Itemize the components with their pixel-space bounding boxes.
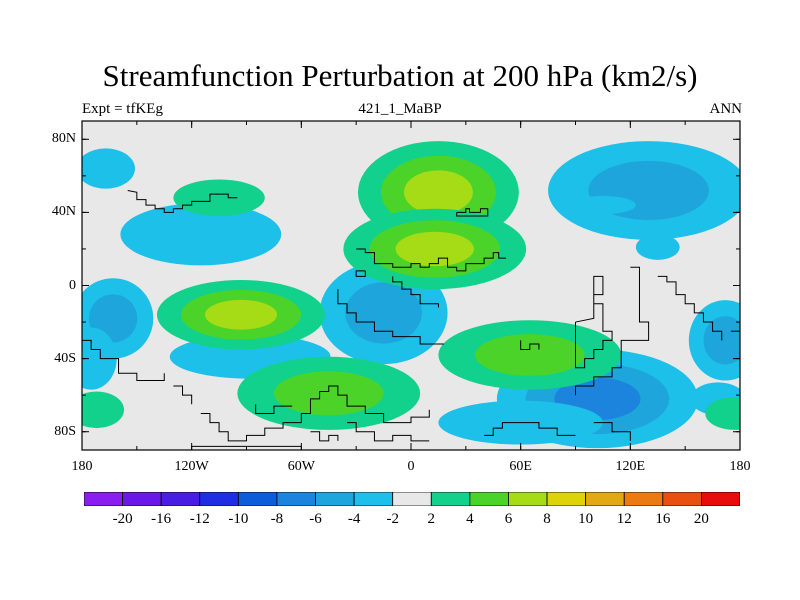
colorbar-label: -20 bbox=[112, 511, 133, 527]
y-tick-label: 0 bbox=[69, 277, 76, 293]
colorbar-label: 2 bbox=[427, 511, 436, 527]
contour-region bbox=[82, 391, 125, 429]
coastline bbox=[82, 339, 165, 382]
colorbar-swatch bbox=[585, 492, 625, 506]
coastline bbox=[310, 431, 339, 442]
contour-region bbox=[474, 334, 585, 376]
x-tick-label: 60W bbox=[287, 459, 315, 474]
coastline bbox=[484, 422, 576, 436]
x-tick-label: 180 bbox=[729, 459, 751, 474]
map-panel bbox=[81, 120, 741, 451]
colorbar-swatch bbox=[430, 492, 471, 506]
contour-region bbox=[82, 148, 135, 189]
coastline bbox=[575, 275, 613, 369]
coastline bbox=[255, 404, 293, 414]
contour-region bbox=[173, 179, 265, 217]
colorbar-swatch bbox=[315, 492, 355, 506]
colorbar-label: 20 bbox=[693, 511, 709, 527]
coastline bbox=[173, 385, 193, 405]
colorbar-swatch bbox=[122, 492, 162, 506]
coastline bbox=[392, 276, 439, 308]
contour-fill-layer bbox=[82, 141, 740, 449]
coastline bbox=[200, 385, 430, 442]
colorbar-swatch bbox=[508, 492, 548, 506]
map-frame bbox=[81, 120, 741, 451]
run-label: 421_1_MaBP bbox=[358, 101, 442, 117]
axis-ticks bbox=[81, 121, 741, 450]
coastline bbox=[337, 289, 444, 345]
y-tick-label: 80S bbox=[54, 423, 76, 439]
colorbar-label: 10 bbox=[578, 511, 594, 527]
y-tick-label: 40N bbox=[51, 204, 76, 220]
map-title: Streamfunction Perturbation at 200 hPa (… bbox=[102, 58, 698, 93]
contour-region bbox=[705, 396, 740, 430]
colorbar-label: -2 bbox=[386, 511, 399, 527]
y-tick-label: 40S bbox=[54, 350, 76, 366]
colorbar-swatch bbox=[237, 492, 278, 506]
coastline bbox=[456, 208, 489, 217]
contour-region bbox=[204, 299, 278, 330]
contour-region bbox=[273, 371, 384, 416]
x-tick-label: 60E bbox=[509, 459, 532, 474]
colorbar-label: 8 bbox=[543, 511, 551, 527]
coastline bbox=[520, 340, 540, 350]
colorbar-swatch bbox=[392, 492, 432, 506]
coastline bbox=[593, 422, 631, 441]
colorbar-label: 6 bbox=[504, 511, 513, 527]
colorbar-swatch bbox=[546, 492, 587, 506]
colorbar-swatch bbox=[623, 492, 664, 506]
colorbar bbox=[84, 492, 740, 506]
coastline bbox=[356, 248, 507, 272]
contour-region bbox=[703, 316, 740, 365]
colorbar-label: -4 bbox=[347, 511, 361, 527]
x-tick-label: 0 bbox=[407, 459, 415, 474]
contour-region bbox=[635, 234, 680, 260]
x-tick-label: 120W bbox=[174, 459, 209, 474]
colorbar-label: -16 bbox=[151, 511, 172, 527]
colorbar-swatch bbox=[469, 492, 509, 506]
y-tick-label: 80N bbox=[51, 131, 76, 147]
colorbar-label: 12 bbox=[616, 511, 632, 527]
colorbar-swatch bbox=[84, 492, 123, 506]
colorbar-swatch bbox=[662, 492, 702, 506]
colorbar-swatch bbox=[199, 492, 239, 506]
experiment-label: Expt = tfKEg bbox=[82, 101, 163, 117]
coastline bbox=[127, 189, 238, 213]
contour-region bbox=[403, 170, 473, 215]
coastline bbox=[347, 422, 430, 442]
colorbar-label: 16 bbox=[655, 511, 671, 527]
colorbar-label: -6 bbox=[309, 511, 322, 527]
contour-region bbox=[120, 203, 282, 266]
contour-region bbox=[570, 195, 636, 215]
colorbar-swatch bbox=[701, 492, 740, 506]
x-tick-label: 120E bbox=[615, 459, 646, 474]
contour-region bbox=[345, 282, 422, 344]
colorbar-swatch bbox=[160, 492, 201, 506]
colorbar-label: -8 bbox=[270, 511, 284, 527]
colorbar-label: -10 bbox=[228, 511, 249, 527]
colorbar-label: -12 bbox=[189, 511, 210, 527]
contour-region bbox=[395, 231, 474, 267]
coastline bbox=[355, 270, 366, 277]
coastline bbox=[575, 266, 650, 396]
colorbar-swatch bbox=[276, 492, 316, 506]
colorbar-label: 4 bbox=[466, 511, 474, 527]
coastline bbox=[657, 275, 723, 341]
x-tick-label: 180 bbox=[71, 459, 93, 474]
season-label: ANN bbox=[709, 101, 743, 117]
colorbar-swatch bbox=[353, 492, 394, 506]
